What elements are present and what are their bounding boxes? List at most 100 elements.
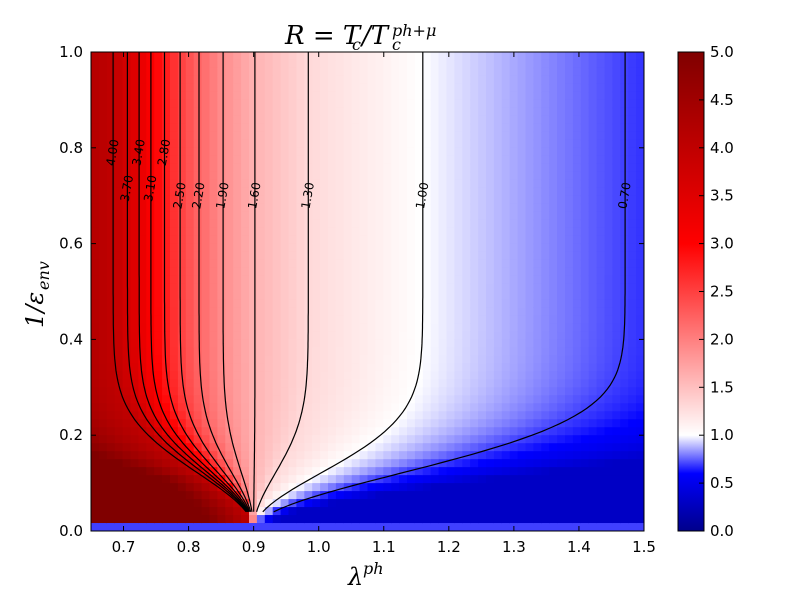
- heatmap-cell: [312, 67, 321, 77]
- heatmap-cell: [375, 219, 384, 229]
- heatmap-cell: [470, 379, 479, 388]
- heatmap-cell: [462, 115, 471, 125]
- heatmap-cell: [430, 451, 440, 460]
- heatmap-cell: [604, 75, 613, 85]
- heatmap-cell: [154, 435, 163, 444]
- heatmap-cell: [454, 435, 463, 444]
- heatmap-cell: [209, 83, 218, 93]
- heatmap-cell: [170, 179, 179, 189]
- heatmap-cell: [407, 299, 416, 309]
- heatmap-cell: [580, 52, 590, 61]
- heatmap-cell: [272, 347, 282, 356]
- heatmap-cell: [296, 235, 305, 245]
- heatmap-cell: [170, 52, 179, 61]
- heatmap-cell: [233, 355, 242, 364]
- heatmap-cell: [596, 211, 606, 221]
- heatmap-cell: [588, 411, 598, 420]
- heatmap-cell: [367, 315, 376, 325]
- heatmap-cell: [565, 523, 574, 531]
- heatmap-cell: [98, 235, 108, 245]
- heatmap-cell: [154, 99, 163, 109]
- heatmap-cell: [335, 347, 345, 356]
- heatmap-cell: [636, 259, 644, 269]
- heatmap-cell: [407, 123, 416, 133]
- heatmap-cell: [501, 491, 511, 500]
- heatmap-cell: [162, 291, 171, 301]
- heatmap-cell: [304, 371, 313, 380]
- heatmap-cell: [106, 403, 116, 412]
- heatmap-cell: [351, 411, 361, 420]
- heatmap-cell: [351, 475, 361, 484]
- heatmap-cell: [486, 427, 495, 436]
- heatmap-cell: [98, 211, 108, 221]
- heatmap-cell: [312, 379, 321, 388]
- heatmap-cell: [422, 52, 432, 61]
- heatmap-cell: [272, 475, 282, 484]
- heatmap-cell: [359, 115, 369, 125]
- heatmap-cell: [383, 131, 392, 141]
- heatmap-cell: [367, 259, 376, 269]
- heatmap-cell: [525, 267, 534, 277]
- heatmap-cell: [320, 91, 329, 101]
- heatmap-cell: [446, 107, 455, 117]
- heatmap-cell: [541, 211, 550, 221]
- heatmap-cell: [217, 459, 226, 468]
- heatmap-cell: [628, 147, 637, 157]
- heatmap-cell: [446, 291, 455, 301]
- heatmap-cell: [549, 83, 558, 93]
- heatmap-cell: [288, 179, 297, 189]
- heatmap-cell: [383, 267, 392, 277]
- heatmap-cell: [146, 499, 155, 508]
- heatmap-cell: [438, 243, 448, 253]
- heatmap-cell: [596, 123, 606, 133]
- heatmap-cell: [241, 355, 250, 364]
- heatmap-cell: [407, 267, 416, 277]
- heatmap-cell: [98, 91, 108, 101]
- heatmap-cell: [604, 283, 613, 293]
- heatmap-cell: [367, 523, 376, 531]
- heatmap-cell: [170, 211, 179, 221]
- heatmap-cell: [391, 299, 400, 309]
- heatmap-cell: [312, 363, 321, 372]
- heatmap-cell: [486, 67, 495, 77]
- heatmap-cell: [288, 107, 297, 117]
- heatmap-cell: [407, 467, 416, 476]
- heatmap-cell: [478, 187, 487, 197]
- heatmap-cell: [399, 283, 408, 293]
- heatmap-cell: [486, 243, 495, 253]
- heatmap-cell: [343, 211, 353, 221]
- heatmap-cell: [557, 115, 566, 125]
- heatmap-cell: [91, 467, 100, 476]
- heatmap-cell: [185, 139, 195, 149]
- heatmap-cell: [438, 267, 448, 277]
- heatmap-cell: [541, 515, 550, 524]
- heatmap-cell: [391, 243, 400, 253]
- heatmap-cell: [272, 235, 282, 245]
- heatmap-cell: [454, 355, 463, 364]
- heatmap-cell: [359, 195, 369, 205]
- heatmap-cell: [501, 235, 511, 245]
- heatmap-cell: [565, 371, 574, 380]
- heatmap-cell: [580, 347, 590, 356]
- heatmap-cell: [114, 99, 124, 109]
- heatmap-cell: [272, 107, 282, 117]
- heatmap-cell: [501, 259, 511, 269]
- heatmap-cell: [438, 99, 448, 109]
- heatmap-cell: [233, 483, 242, 492]
- heatmap-cell: [114, 267, 124, 277]
- heatmap-cell: [201, 219, 211, 229]
- heatmap-cell: [343, 507, 353, 516]
- heatmap-cell: [249, 451, 258, 460]
- heatmap-cell: [320, 379, 329, 388]
- heatmap-cell: [628, 483, 637, 492]
- heatmap-cell: [351, 307, 361, 317]
- heatmap-cell: [414, 195, 424, 205]
- heatmap-cell: [509, 459, 519, 468]
- heatmap-cell: [98, 187, 108, 197]
- heatmap-cell: [335, 395, 345, 404]
- heatmap-cell: [162, 355, 171, 364]
- heatmap-cell: [343, 515, 353, 524]
- heatmap-cell: [367, 235, 376, 245]
- heatmap-cell: [264, 75, 274, 85]
- heatmap-cell: [98, 499, 108, 508]
